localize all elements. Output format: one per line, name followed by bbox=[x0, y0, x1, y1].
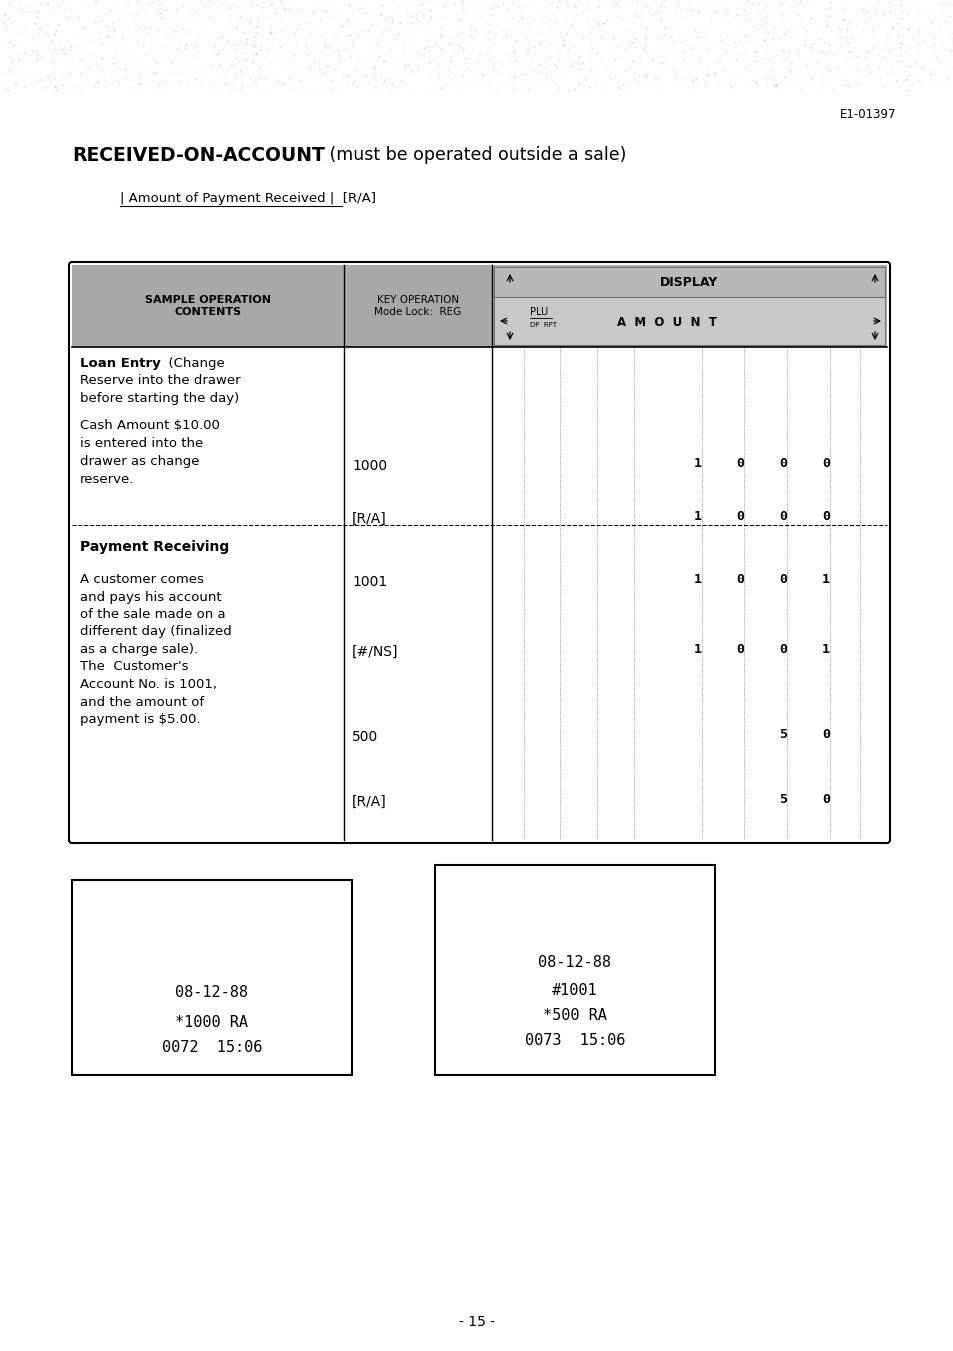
Text: E1-01397: E1-01397 bbox=[840, 108, 896, 122]
Text: 0073  15:06: 0073 15:06 bbox=[524, 1034, 624, 1048]
Text: DISPLAY: DISPLAY bbox=[659, 276, 718, 289]
Text: Cash Amount $10.00
is entered into the
drawer as change
reserve.: Cash Amount $10.00 is entered into the d… bbox=[80, 419, 219, 486]
Text: (Change: (Change bbox=[160, 357, 225, 370]
Text: 0: 0 bbox=[821, 793, 829, 807]
Text: 1001: 1001 bbox=[352, 576, 387, 589]
Text: [R/A]: [R/A] bbox=[352, 512, 386, 526]
Text: 1: 1 bbox=[821, 573, 829, 586]
Text: *1000 RA: *1000 RA bbox=[175, 1015, 248, 1029]
Text: Payment Receiving: Payment Receiving bbox=[80, 540, 229, 554]
Text: PLU: PLU bbox=[530, 307, 548, 317]
Text: A customer comes
and pays his account
of the sale made on a
different day (final: A customer comes and pays his account of… bbox=[80, 573, 232, 725]
Text: 0: 0 bbox=[735, 573, 743, 586]
Text: 0: 0 bbox=[779, 573, 786, 586]
Text: *500 RA: *500 RA bbox=[542, 1008, 606, 1023]
Text: 1000: 1000 bbox=[352, 459, 387, 473]
Text: 1: 1 bbox=[693, 573, 701, 586]
Text: 0: 0 bbox=[779, 643, 786, 657]
Text: 1: 1 bbox=[693, 509, 701, 523]
Text: 5: 5 bbox=[779, 728, 786, 740]
Text: 0: 0 bbox=[735, 643, 743, 657]
Text: | Amount of Payment Received |  [R/A]: | Amount of Payment Received | [R/A] bbox=[120, 192, 375, 205]
Text: A  M  O  U  N  T: A M O U N T bbox=[617, 316, 717, 330]
Text: 1: 1 bbox=[693, 643, 701, 657]
Bar bbox=[71, 265, 886, 347]
Text: [#/NS]: [#/NS] bbox=[352, 644, 398, 659]
Text: SAMPLE OPERATION
CONTENTS: SAMPLE OPERATION CONTENTS bbox=[145, 296, 271, 316]
Text: #1001: #1001 bbox=[552, 984, 598, 998]
Text: Reserve into the drawer
before starting the day): Reserve into the drawer before starting … bbox=[80, 374, 240, 405]
Text: KEY OPERATION
Mode Lock:  REG: KEY OPERATION Mode Lock: REG bbox=[374, 296, 461, 316]
Bar bbox=[494, 297, 884, 345]
Text: 0: 0 bbox=[735, 509, 743, 523]
Text: 0: 0 bbox=[821, 509, 829, 523]
Text: [R/A]: [R/A] bbox=[352, 794, 386, 809]
Bar bbox=[435, 865, 714, 1075]
Text: 1: 1 bbox=[821, 643, 829, 657]
Text: 0: 0 bbox=[779, 509, 786, 523]
Text: RECEIVED-ON-ACCOUNT: RECEIVED-ON-ACCOUNT bbox=[71, 146, 325, 165]
FancyBboxPatch shape bbox=[69, 262, 889, 843]
Text: 0: 0 bbox=[735, 457, 743, 470]
Text: (must be operated outside a sale): (must be operated outside a sale) bbox=[324, 146, 626, 163]
Text: 08-12-88: 08-12-88 bbox=[175, 985, 248, 1000]
Text: 500: 500 bbox=[352, 730, 377, 744]
Text: 1: 1 bbox=[693, 457, 701, 470]
Text: 5: 5 bbox=[779, 793, 786, 807]
Text: 0: 0 bbox=[779, 457, 786, 470]
Text: 0: 0 bbox=[821, 457, 829, 470]
Text: 0: 0 bbox=[821, 728, 829, 740]
Text: 0072  15:06: 0072 15:06 bbox=[162, 1040, 262, 1055]
Text: DP  RPT: DP RPT bbox=[530, 322, 557, 328]
Bar bbox=[494, 267, 884, 297]
Text: Loan Entry: Loan Entry bbox=[80, 357, 161, 370]
Text: - 15 -: - 15 - bbox=[458, 1315, 495, 1329]
Text: 08-12-88: 08-12-88 bbox=[537, 955, 611, 970]
Bar bbox=[71, 880, 352, 1075]
